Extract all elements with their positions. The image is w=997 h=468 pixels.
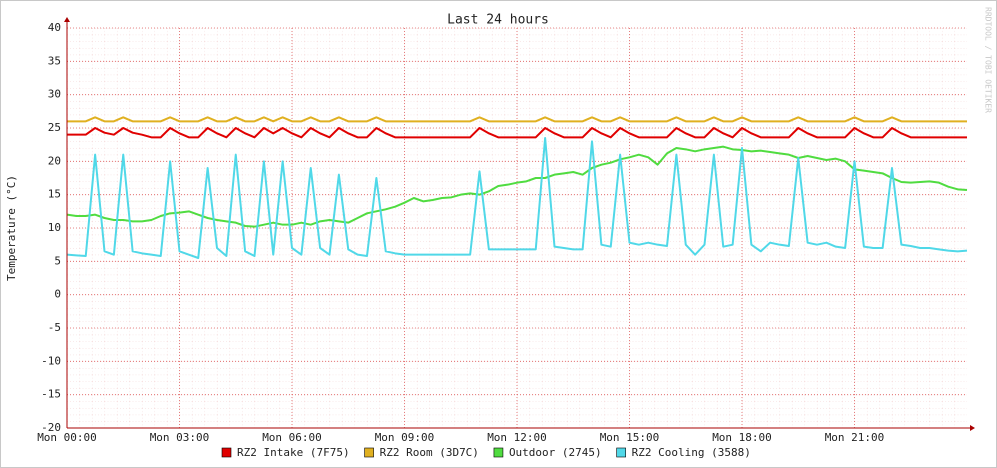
- x-tick-label: Mon 21:00: [825, 431, 885, 444]
- y-tick-label: 0: [54, 288, 61, 301]
- y-tick-label: 10: [48, 221, 61, 234]
- x-tick-label: Mon 18:00: [712, 431, 772, 444]
- lines-layer: [66, 116, 968, 259]
- legend-label: RZ2 Cooling (3588): [632, 446, 751, 459]
- side-text: RRDTOOL / TOBI OETIKER: [984, 7, 993, 113]
- legend: RZ2 Intake (7F75) RZ2 Room (3D7C) Outdoor …: [221, 446, 751, 459]
- y-tick-label: 20: [48, 154, 61, 167]
- legend-swatch: [616, 447, 626, 458]
- x-tick-label: Mon 12:00: [487, 431, 547, 444]
- series-line: [67, 116, 967, 123]
- y-tick-label: 35: [48, 54, 61, 67]
- x-arrow: [970, 425, 975, 431]
- x-tick-label: Mon 15:00: [600, 431, 660, 444]
- y-tick-label: -10: [41, 354, 61, 367]
- y-tick-label: 25: [48, 121, 61, 134]
- legend-swatch: [221, 447, 232, 458]
- y-tick-label: -20: [41, 421, 61, 434]
- y-tick-label: 5: [54, 254, 61, 267]
- series-line: [66, 137, 968, 259]
- y-tick-label: 30: [48, 88, 61, 101]
- series-line: [67, 127, 967, 139]
- x-tick-label: Mon 06:00: [262, 431, 322, 444]
- chart-title: Last 24 hours: [447, 13, 549, 28]
- x-tick-label: Mon 03:00: [150, 431, 210, 444]
- grid-layer: [66, 27, 967, 429]
- axes-layer: [64, 17, 975, 431]
- y-tick-label: 15: [48, 188, 61, 201]
- legend-swatch: [364, 447, 374, 458]
- legend-label: RZ2 Room (3D7C): [380, 446, 479, 459]
- y-axis-label: Temperature (°C): [5, 175, 18, 281]
- legend-label: RZ2 Intake (7F75): [237, 446, 350, 459]
- x-tick-label: Mon 09:00: [375, 431, 435, 444]
- series-line: [66, 145, 968, 228]
- y-tick-label: 40: [48, 21, 61, 34]
- y-tick-label: -15: [41, 388, 61, 401]
- y-arrow: [64, 17, 70, 22]
- y-tick-label: -5: [48, 321, 61, 334]
- legend-label: Outdoor (2745): [509, 446, 602, 459]
- x-tick-label: Mon 00:00: [37, 431, 97, 444]
- legend-swatch: [493, 447, 504, 458]
